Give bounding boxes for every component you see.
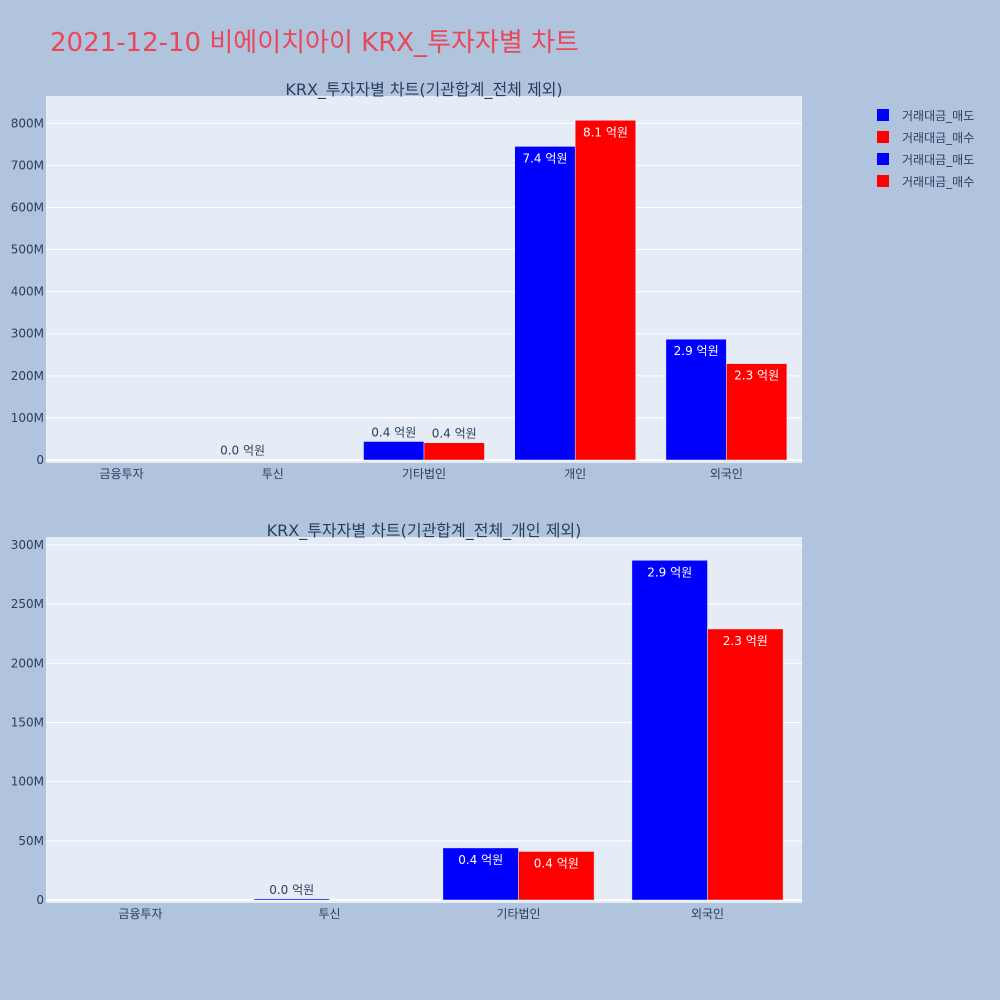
x-tick-label: 투신 — [262, 467, 284, 481]
legend-label: 거래대금_매도 — [902, 153, 974, 167]
data-label: 8.1 억원 — [583, 125, 628, 139]
x-tick-label: 기타법인 — [496, 907, 540, 921]
y-tick-label: 200M — [11, 369, 44, 383]
data-label: 0.4 억원 — [534, 856, 579, 870]
data-label: 2.3 억원 — [723, 634, 768, 648]
data-label: 2.9 억원 — [674, 344, 719, 358]
legend-swatch — [877, 153, 889, 165]
data-label: 0.4 억원 — [432, 427, 477, 441]
x-tick-label: 투신 — [318, 907, 340, 921]
y-tick-label: 150M — [11, 715, 44, 729]
x-tick-label: 기타법인 — [402, 467, 446, 481]
y-tick-label: 50M — [18, 834, 44, 848]
x-tick-label: 개인 — [564, 467, 586, 481]
y-tick-label: 0 — [36, 453, 44, 467]
legend-label: 거래대금_매수 — [902, 175, 974, 189]
bar — [726, 363, 788, 461]
y-tick-label: 250M — [11, 597, 44, 611]
bar — [574, 120, 636, 461]
legend-swatch — [877, 175, 889, 187]
data-label: 0.4 억원 — [458, 853, 503, 867]
legend-swatch — [877, 131, 889, 143]
bar — [442, 847, 519, 901]
data-label: 0.4 억원 — [371, 425, 416, 439]
y-tick-label: 100M — [11, 411, 44, 425]
bar — [631, 560, 708, 901]
data-label: 0.0 억원 — [220, 444, 265, 458]
legend-label: 거래대금_매수 — [902, 131, 974, 145]
y-tick-label: 500M — [11, 243, 44, 257]
bar — [514, 146, 576, 461]
data-label: 0.0 억원 — [269, 883, 314, 897]
y-tick-label: 800M — [11, 116, 44, 130]
bar — [518, 851, 595, 901]
data-label: 7.4 억원 — [522, 151, 567, 165]
y-tick-label: 400M — [11, 285, 44, 299]
y-tick-label: 300M — [11, 538, 44, 552]
y-tick-label: 300M — [11, 327, 44, 341]
y-tick-label: 600M — [11, 200, 44, 214]
bar — [665, 338, 727, 461]
y-tick-label: 700M — [11, 158, 44, 172]
chart-title: KRX_투자자별 차트(기관합계_전체 제외) — [285, 80, 562, 100]
bar — [363, 441, 425, 461]
y-tick-label: 200M — [11, 656, 44, 670]
bar — [423, 442, 485, 461]
x-tick-label: 금융투자 — [118, 907, 162, 921]
legend-label: 거래대금_매도 — [902, 109, 974, 123]
data-label: 2.9 억원 — [647, 565, 692, 579]
legend-swatch — [877, 109, 889, 121]
y-tick-label: 0 — [36, 893, 44, 907]
x-tick-label: 금융투자 — [100, 467, 144, 481]
x-tick-label: 외국인 — [691, 907, 724, 921]
y-tick-label: 100M — [11, 775, 44, 789]
bar — [253, 898, 330, 901]
data-label: 2.3 억원 — [734, 369, 779, 383]
chart-title: KRX_투자자별 차트(기관합계_전체_개인 제외) — [267, 521, 582, 541]
x-tick-label: 외국인 — [710, 467, 743, 481]
page-title: 2021-12-10 비에이치아이 KRX_투자자별 차트 — [50, 28, 579, 58]
bar — [707, 628, 784, 901]
